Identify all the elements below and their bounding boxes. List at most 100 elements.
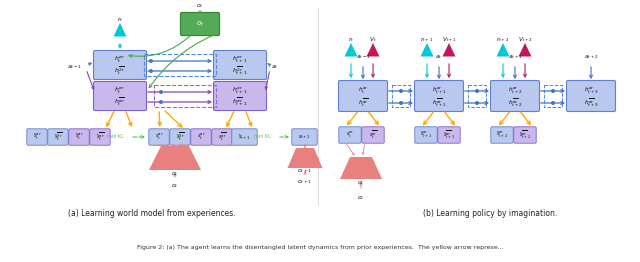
FancyBboxPatch shape [490, 80, 540, 112]
Text: Figure 2: (a) The agent learns the disentangled latent dynamics from prior exper: Figure 2: (a) The agent learns the disen… [137, 245, 503, 250]
Text: $h_t^{ar}$: $h_t^{ar}$ [115, 55, 125, 65]
FancyBboxPatch shape [339, 80, 387, 112]
Text: $\hat{s}_{t+1}^{\overline{ar}}$: $\hat{s}_{t+1}^{\overline{ar}}$ [443, 129, 455, 141]
FancyBboxPatch shape [339, 127, 361, 143]
Circle shape [159, 100, 163, 104]
Text: min KL: min KL [107, 134, 124, 139]
Text: $\hat{s}_t^{\overline{ar}}$: $\hat{s}_t^{\overline{ar}}$ [95, 131, 104, 143]
Text: $a_t$: $a_t$ [271, 63, 279, 71]
Text: min KL: min KL [253, 134, 271, 139]
Text: $\hat{s}_t^{ar}$: $\hat{s}_t^{ar}$ [75, 132, 83, 142]
Text: $\hat{s}_{t+2}^{\overline{ar}}$: $\hat{s}_{t+2}^{\overline{ar}}$ [519, 129, 531, 141]
FancyBboxPatch shape [48, 129, 68, 145]
FancyBboxPatch shape [149, 129, 169, 145]
Polygon shape [420, 43, 433, 57]
FancyBboxPatch shape [212, 129, 232, 145]
Text: $a_{t+1}$: $a_{t+1}$ [508, 53, 522, 61]
Text: $\hat{s}_{t+1}$: $\hat{s}_{t+1}$ [238, 132, 251, 142]
Text: $h_t^{ar}$: $h_t^{ar}$ [115, 86, 125, 96]
Polygon shape [287, 148, 323, 168]
Text: $h_{t+2}^{ar}$: $h_{t+2}^{ar}$ [508, 86, 522, 96]
Polygon shape [518, 43, 531, 57]
Text: $a_{t+2}$: $a_{t+2}$ [584, 53, 598, 61]
FancyBboxPatch shape [438, 127, 460, 143]
Text: $\bar{s}_t^{\overline{2r}}$: $\bar{s}_t^{\overline{2r}}$ [175, 131, 184, 143]
FancyBboxPatch shape [27, 129, 47, 145]
Bar [468, 85, 486, 107]
Text: $\hat{s}_{t+2}^{ar}$: $\hat{s}_{t+2}^{ar}$ [496, 130, 508, 140]
Text: $o_t$: $o_t$ [171, 170, 179, 178]
Text: $h_t^{\overline{ar}}$: $h_t^{\overline{ar}}$ [115, 96, 125, 108]
Text: $h_t^{ar}$: $h_t^{ar}$ [358, 86, 368, 96]
FancyBboxPatch shape [232, 129, 257, 145]
Text: (b) Learning policy by imagination.: (b) Learning policy by imagination. [423, 210, 557, 219]
Text: $h_{t+1}^{ar}$: $h_{t+1}^{ar}$ [432, 86, 446, 96]
Text: $h_{t+1}^{ar}$: $h_{t+1}^{ar}$ [232, 86, 248, 96]
Text: $o_t$: $o_t$ [357, 194, 365, 202]
Text: $h_{t+1}^{\overline{ar}}$: $h_{t+1}^{\overline{ar}}$ [232, 96, 248, 108]
Text: $\hat{s}_t^{ar}$: $\hat{s}_t^{ar}$ [33, 132, 42, 142]
Text: $s_t^{\overline{ar}}$: $s_t^{\overline{ar}}$ [369, 129, 377, 141]
Polygon shape [340, 157, 382, 179]
FancyBboxPatch shape [93, 81, 147, 111]
FancyBboxPatch shape [566, 80, 616, 112]
FancyBboxPatch shape [514, 127, 536, 143]
FancyBboxPatch shape [170, 129, 190, 145]
Text: $r_t$: $r_t$ [348, 36, 354, 45]
Circle shape [159, 90, 163, 94]
Text: $\hat{s}_{t+1}^{ar}$: $\hat{s}_{t+1}^{ar}$ [420, 130, 432, 140]
Text: $a_{t-1}$: $a_{t-1}$ [356, 53, 370, 61]
Circle shape [399, 101, 403, 105]
Text: $h_{t+1}^{ar}$: $h_{t+1}^{ar}$ [232, 55, 248, 65]
Text: $h_{t+1}^{\overline{ar}}$: $h_{t+1}^{\overline{ar}}$ [432, 97, 446, 109]
Circle shape [475, 89, 479, 93]
FancyBboxPatch shape [362, 127, 384, 143]
Text: $o_t$: $o_t$ [196, 2, 204, 10]
Bar [392, 85, 410, 107]
Text: $h_{t+3}^{\overline{ar}}$: $h_{t+3}^{\overline{ar}}$ [584, 97, 598, 109]
Bar [144, 54, 216, 76]
FancyBboxPatch shape [214, 51, 266, 79]
Text: $V_{t+1}$: $V_{t+1}$ [442, 36, 456, 45]
Text: $r_{t+1}$: $r_{t+1}$ [420, 36, 434, 45]
Text: $h_t^{\overline{ar}}$: $h_t^{\overline{ar}}$ [358, 97, 368, 109]
Text: $h_{t+3}^{ar}$: $h_{t+3}^{ar}$ [584, 86, 598, 96]
Polygon shape [442, 43, 456, 57]
Circle shape [149, 59, 153, 63]
Text: $\hat{s}_t^{\overline{2r}}$: $\hat{s}_t^{\overline{2r}}$ [54, 131, 63, 143]
Circle shape [551, 101, 555, 105]
Bar [544, 85, 562, 107]
Text: $r_{t+2}$: $r_{t+2}$ [497, 36, 509, 45]
Text: $h_t^{\overline{2r}}$: $h_t^{\overline{2r}}$ [115, 65, 125, 77]
Text: $o_t$: $o_t$ [196, 19, 204, 29]
FancyBboxPatch shape [191, 129, 211, 145]
Bar [154, 85, 216, 107]
Text: $r_t$: $r_t$ [116, 15, 124, 24]
FancyBboxPatch shape [90, 129, 110, 145]
FancyBboxPatch shape [180, 13, 220, 35]
Polygon shape [113, 23, 127, 36]
Polygon shape [149, 146, 201, 170]
Text: (a) Learning world model from experiences.: (a) Learning world model from experience… [68, 210, 236, 219]
Circle shape [399, 89, 403, 93]
Text: $h_{t+2}^{\overline{ar}}$: $h_{t+2}^{\overline{ar}}$ [508, 97, 522, 109]
Text: $V_t$: $V_t$ [369, 36, 377, 45]
Text: $o_{t+1}$: $o_{t+1}$ [298, 167, 313, 175]
FancyBboxPatch shape [93, 51, 147, 79]
Text: $o_t$: $o_t$ [357, 179, 365, 187]
Text: $o_{t+1}$: $o_{t+1}$ [298, 178, 313, 186]
FancyBboxPatch shape [415, 80, 463, 112]
Text: $s_t^{\overline{ar}}$: $s_t^{\overline{ar}}$ [218, 131, 227, 143]
FancyBboxPatch shape [415, 127, 437, 143]
Circle shape [149, 69, 153, 73]
Polygon shape [344, 43, 358, 57]
Text: $s_t^{ar}$: $s_t^{ar}$ [196, 132, 205, 142]
Text: $o_t$: $o_t$ [171, 182, 179, 190]
FancyBboxPatch shape [292, 129, 317, 145]
FancyBboxPatch shape [214, 81, 266, 111]
Polygon shape [497, 43, 509, 57]
Text: $s_{t+1}$: $s_{t+1}$ [298, 133, 311, 141]
Text: $h_{t+1}^{\overline{2r}}$: $h_{t+1}^{\overline{2r}}$ [232, 65, 248, 77]
Text: $a_t$: $a_t$ [435, 53, 443, 61]
Text: $s_t^{ar}$: $s_t^{ar}$ [154, 132, 163, 142]
